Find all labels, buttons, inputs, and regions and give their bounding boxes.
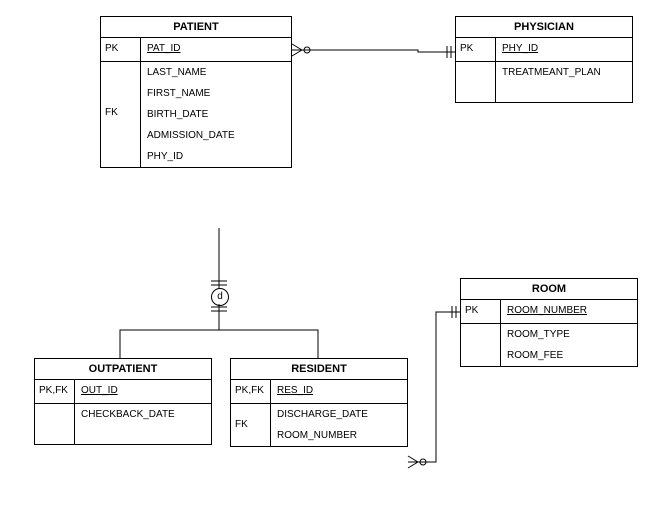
key-cell: PK xyxy=(456,38,496,62)
key-cell xyxy=(101,82,141,92)
entity-patient: PATIENT PK FK PAT_ID LAST_NAME FIRST_NAM… xyxy=(100,16,292,168)
key-cell xyxy=(461,324,501,334)
entity-physician: PHYSICIAN PK PHY_ID TREATMEANT_PLAN xyxy=(455,16,633,103)
key-column: PK xyxy=(456,38,496,102)
attr-cell: ROOM_FEE xyxy=(501,345,637,366)
inheritance-badge: d xyxy=(211,288,229,306)
entity-resident: RESIDENT PK,FK FK RES_ID DISCHARGE_DATE … xyxy=(230,358,408,447)
attr-column: PHY_ID TREATMEANT_PLAN xyxy=(496,38,632,102)
key-cell xyxy=(35,404,75,444)
key-column: PK FK xyxy=(101,38,141,167)
attr-cell: DISCHARGE_DATE xyxy=(271,404,407,425)
attr-cell: CHECKBACK_DATE xyxy=(75,404,211,444)
entity-outpatient: OUTPATIENT PK,FK OUT_ID CHECKBACK_DATE xyxy=(34,358,212,445)
attr-cell: FIRST_NAME xyxy=(141,83,291,104)
entity-title: PHYSICIAN xyxy=(456,17,632,38)
entity-body: PK,FK FK RES_ID DISCHARGE_DATE ROOM_NUMB… xyxy=(231,380,407,446)
key-cell xyxy=(101,62,141,72)
entity-body: PK ROOM_NUMBER ROOM_TYPE ROOM_FEE xyxy=(461,300,637,366)
key-cell xyxy=(101,92,141,102)
attr-cell: ROOM_NUMBER xyxy=(271,425,407,446)
connector-resident-room xyxy=(408,312,460,462)
cap-end xyxy=(211,307,227,311)
key-cell: PK xyxy=(101,38,141,62)
key-cell: PK,FK xyxy=(231,380,271,404)
attr-cell: BIRTH_DATE xyxy=(141,104,291,125)
cap-end xyxy=(211,281,227,285)
attr-cell: RES_ID xyxy=(271,380,407,404)
crowfoot-end xyxy=(292,44,310,56)
entity-body: PK PHY_ID TREATMEANT_PLAN xyxy=(456,38,632,102)
key-column: PK,FK xyxy=(35,380,75,444)
key-cell xyxy=(231,404,271,414)
entity-title: ROOM xyxy=(461,279,637,300)
attr-column: PAT_ID LAST_NAME FIRST_NAME BIRTH_DATE A… xyxy=(141,38,291,167)
crowfoot-end xyxy=(408,456,426,468)
entity-title: PATIENT xyxy=(101,17,291,38)
entity-title: RESIDENT xyxy=(231,359,407,380)
er-canvas: PATIENT PK FK PAT_ID LAST_NAME FIRST_NAM… xyxy=(0,0,651,511)
double-bar-end xyxy=(447,46,451,58)
key-cell: PK xyxy=(461,300,501,324)
attr-column: ROOM_NUMBER ROOM_TYPE ROOM_FEE xyxy=(501,300,637,366)
entity-body: PK FK PAT_ID LAST_NAME FIRST_NAME BIRTH_… xyxy=(101,38,291,167)
key-column: PK,FK FK xyxy=(231,380,271,446)
attr-cell: ADMISSION_DATE xyxy=(141,125,291,146)
key-cell: FK xyxy=(231,414,271,435)
attr-cell: PHY_ID xyxy=(496,38,632,62)
key-column: PK xyxy=(461,300,501,366)
attr-cell: LAST_NAME xyxy=(141,62,291,83)
attr-cell: PHY_ID xyxy=(141,146,291,167)
attr-cell: PAT_ID xyxy=(141,38,291,62)
key-cell xyxy=(461,334,501,344)
double-bar-end xyxy=(452,306,456,318)
entity-body: PK,FK OUT_ID CHECKBACK_DATE xyxy=(35,380,211,444)
key-cell xyxy=(101,72,141,82)
attr-cell: TREATMEANT_PLAN xyxy=(496,62,632,102)
key-cell: FK xyxy=(101,102,141,123)
entity-title: OUTPATIENT xyxy=(35,359,211,380)
attr-cell: OUT_ID xyxy=(75,380,211,404)
attr-cell: ROOM_TYPE xyxy=(501,324,637,345)
entity-room: ROOM PK ROOM_NUMBER ROOM_TYPE ROOM_FEE xyxy=(460,278,638,367)
connector-patient-physician xyxy=(292,50,455,52)
key-cell: PK,FK xyxy=(35,380,75,404)
attr-column: OUT_ID CHECKBACK_DATE xyxy=(75,380,211,444)
key-cell xyxy=(456,62,496,102)
attr-column: RES_ID DISCHARGE_DATE ROOM_NUMBER xyxy=(271,380,407,446)
attr-cell: ROOM_NUMBER xyxy=(501,300,637,324)
connector-inheritance-split xyxy=(120,304,318,358)
